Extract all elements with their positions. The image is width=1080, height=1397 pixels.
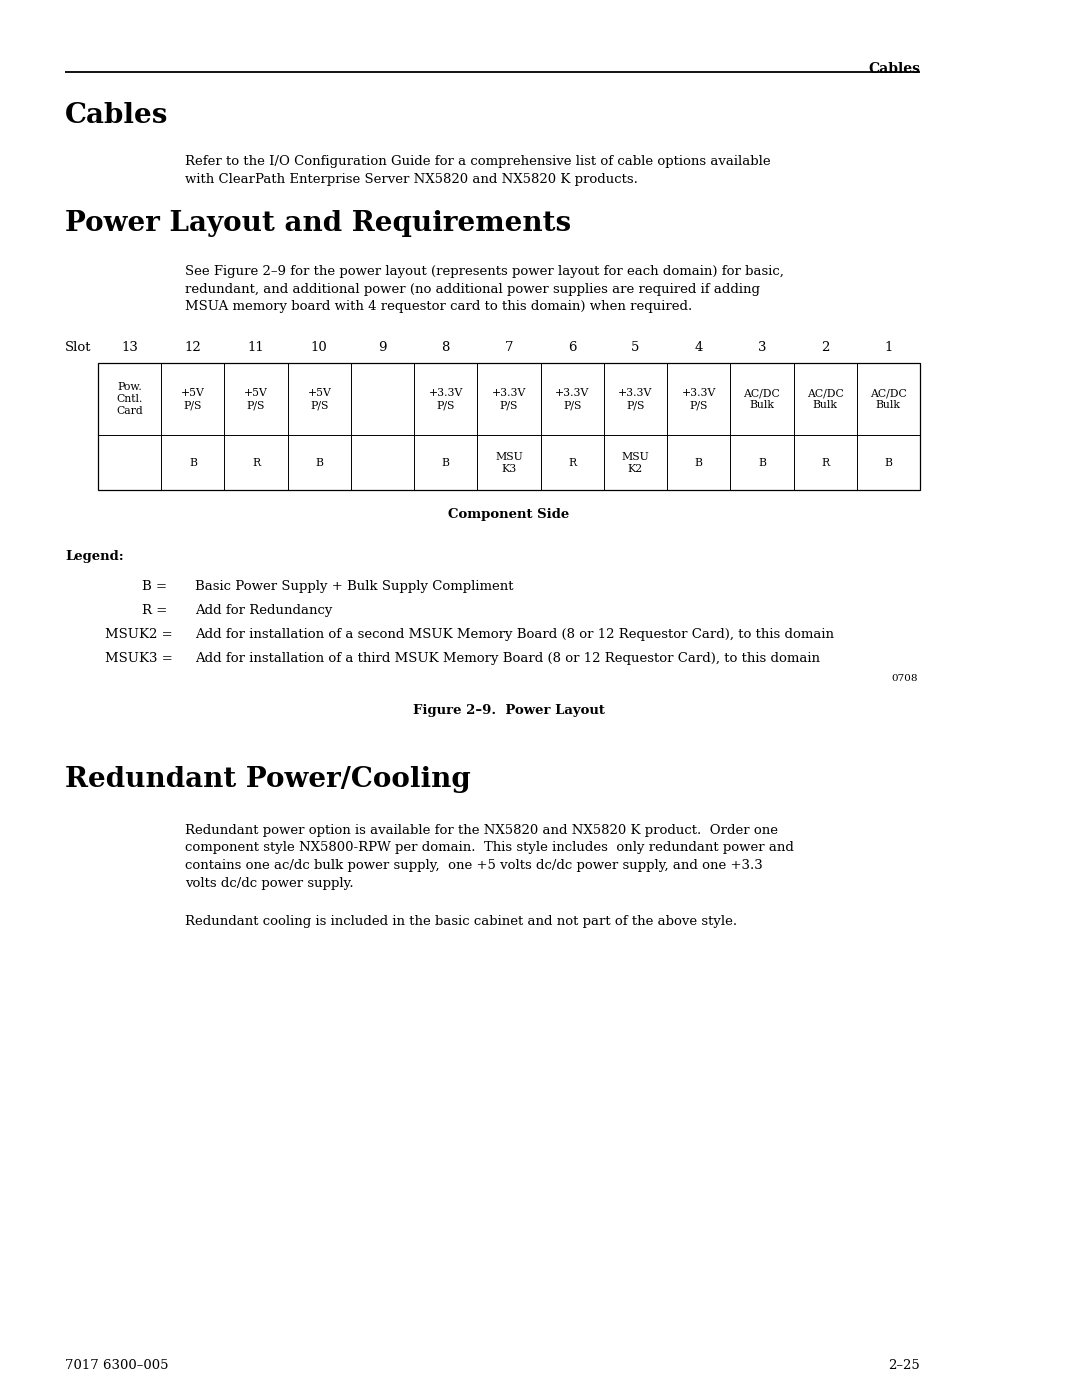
Text: 10: 10 [311,341,327,353]
Text: Component Side: Component Side [448,509,569,521]
Text: B: B [189,457,197,468]
Text: Slot: Slot [65,341,92,353]
Text: Redundant cooling is included in the basic cabinet and not part of the above sty: Redundant cooling is included in the bas… [185,915,738,928]
Text: B =: B = [141,580,167,592]
Text: 2: 2 [821,341,829,353]
Bar [98,363,920,490]
Text: MSUK2 =: MSUK2 = [105,629,173,641]
Text: 1: 1 [885,341,892,353]
Text: +3.3V
P/S: +3.3V P/S [429,388,463,409]
Text: +5V
P/S: +5V P/S [244,388,268,409]
Text: AC/DC
Bulk: AC/DC Bulk [743,388,780,409]
Text: 13: 13 [121,341,138,353]
Text: +3.3V
P/S: +3.3V P/S [618,388,652,409]
Text: B: B [694,457,703,468]
Text: 8: 8 [442,341,450,353]
Text: R: R [252,457,260,468]
Text: 5: 5 [632,341,639,353]
Text: +5V
P/S: +5V P/S [308,388,332,409]
Text: 6: 6 [568,341,577,353]
Text: Figure 2–9.  Power Layout: Figure 2–9. Power Layout [413,704,605,717]
Text: B: B [885,457,892,468]
Text: with ClearPath Enterprise Server NX5820 and NX5820 K products.: with ClearPath Enterprise Server NX5820 … [185,172,638,186]
Text: Cables: Cables [65,102,168,129]
Text: 2–25: 2–25 [888,1359,920,1372]
Text: 3: 3 [758,341,766,353]
Text: Add for installation of a second MSUK Memory Board (8 or 12 Requestor Card), to : Add for installation of a second MSUK Me… [195,629,834,641]
Text: Add for installation of a third MSUK Memory Board (8 or 12 Requestor Card), to t: Add for installation of a third MSUK Mem… [195,652,820,665]
Text: Legend:: Legend: [65,550,124,563]
Text: AC/DC
Bulk: AC/DC Bulk [870,388,907,409]
Text: Pow.
Cntl.
Card: Pow. Cntl. Card [117,381,143,416]
Text: Add for Redundancy: Add for Redundancy [195,604,333,617]
Text: 11: 11 [247,341,265,353]
Text: +5V
P/S: +5V P/S [181,388,205,409]
Text: R =: R = [141,604,167,617]
Text: B: B [442,457,449,468]
Text: MSU
K3: MSU K3 [495,451,523,474]
Text: MSUK3 =: MSUK3 = [105,652,173,665]
Text: Redundant power option is available for the NX5820 and NX5820 K product.  Order : Redundant power option is available for … [185,824,778,837]
Text: R: R [568,457,577,468]
Text: 7: 7 [504,341,513,353]
Text: redundant, and additional power (no additional power supplies are required if ad: redundant, and additional power (no addi… [185,282,760,296]
Text: Power Layout and Requirements: Power Layout and Requirements [65,210,571,237]
Text: +3.3V
P/S: +3.3V P/S [491,388,526,409]
Text: 9: 9 [378,341,387,353]
Text: Basic Power Supply + Bulk Supply Compliment: Basic Power Supply + Bulk Supply Complim… [195,580,513,592]
Text: B: B [758,457,766,468]
Text: R: R [821,457,829,468]
Text: 0708: 0708 [891,673,918,683]
Text: Cables: Cables [868,61,920,75]
Text: volts dc/dc power supply.: volts dc/dc power supply. [185,876,353,890]
Text: B: B [315,457,323,468]
Text: +3.3V
P/S: +3.3V P/S [681,388,716,409]
Text: 4: 4 [694,341,703,353]
Text: Refer to the I/O Configuration Guide for a comprehensive list of cable options a: Refer to the I/O Configuration Guide for… [185,155,771,168]
Text: component style NX5800-RPW per domain.  This style includes  only redundant powe: component style NX5800-RPW per domain. T… [185,841,794,855]
Text: +3.3V
P/S: +3.3V P/S [555,388,590,409]
Text: contains one ac/dc bulk power supply,  one +5 volts dc/dc power supply, and one : contains one ac/dc bulk power supply, on… [185,859,762,872]
Text: 12: 12 [185,341,201,353]
Text: AC/DC
Bulk: AC/DC Bulk [807,388,843,409]
Text: Redundant Power/Cooling: Redundant Power/Cooling [65,766,471,793]
Text: MSU
K2: MSU K2 [622,451,649,474]
Text: See Figure 2–9 for the power layout (represents power layout for each domain) fo: See Figure 2–9 for the power layout (rep… [185,265,784,278]
Text: 7017 6300–005: 7017 6300–005 [65,1359,168,1372]
Text: MSUA memory board with 4 requestor card to this domain) when required.: MSUA memory board with 4 requestor card … [185,300,692,313]
